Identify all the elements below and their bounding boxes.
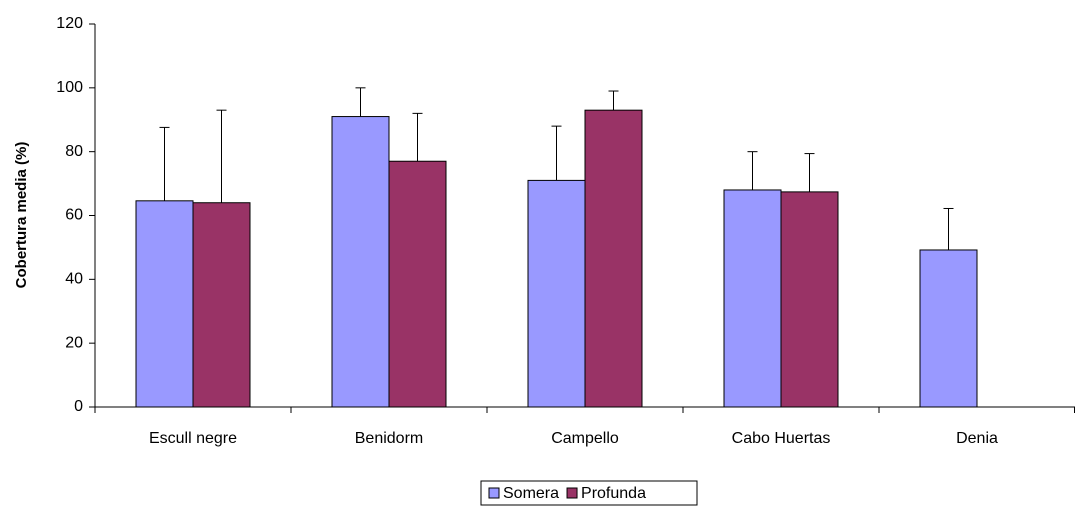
legend-label: Profunda [581,485,646,502]
y-tick-label: 60 [65,207,83,224]
y-tick-label: 0 [74,398,83,415]
bar [527,179,586,408]
legend-swatch [566,487,578,499]
bar [192,202,251,408]
y-tick-label: 120 [56,15,83,32]
bar [723,189,782,408]
legend-label: Somera [503,485,559,502]
bar [388,160,447,408]
legend-box [480,480,698,506]
y-tick-label: 20 [65,334,83,351]
y-tick-label: 40 [65,271,83,288]
bar [780,191,839,408]
x-tick-label: Benidorm [355,430,423,447]
bar [584,109,643,408]
x-tick-label: Cabo Huertas [732,430,831,447]
bar [135,200,194,408]
y-axis-label: Cobertura media (%) [13,142,30,289]
x-tick-label: Denia [956,430,998,447]
x-tick-label: Escull negre [149,430,237,447]
y-tick-label: 80 [65,143,83,160]
x-tick-label: Campello [551,430,619,447]
bar [331,116,390,408]
legend-swatch [488,487,500,499]
bar [919,249,978,408]
y-tick-label: 100 [56,79,83,96]
